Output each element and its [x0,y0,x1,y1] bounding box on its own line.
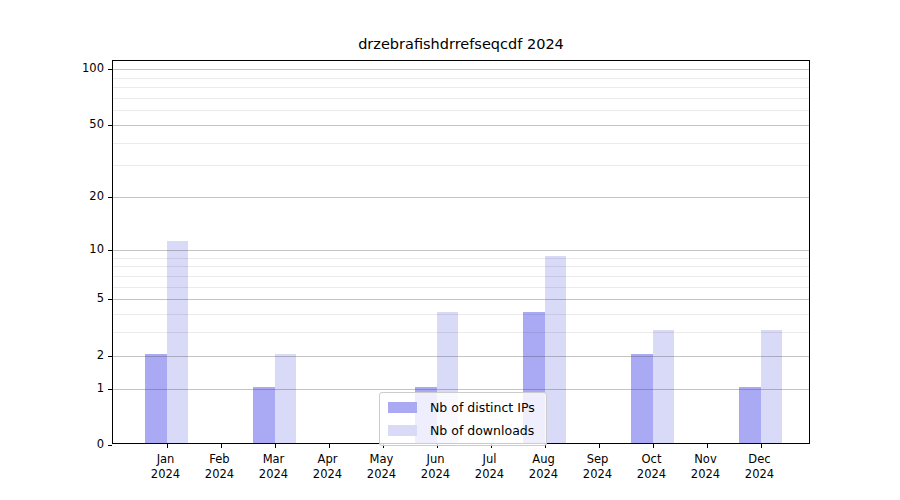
y-tick-label: 20 [58,188,104,204]
x-tick-label: May 2024 [352,452,412,482]
major-gridline [113,356,809,357]
bar-downloads-dec [761,330,783,443]
x-tick-label: Feb 2024 [190,452,250,482]
y-tick-label: 0 [58,436,104,452]
major-gridline [113,125,809,126]
chart-title: drzebrafishdrrefseqcdf 2024 [112,36,810,52]
bar-distinct-ips-dec [739,387,761,443]
bar-downloads-aug [545,256,567,444]
bar-downloads-mar [275,354,297,444]
y-tick-mark [108,445,112,446]
minor-gridline [113,110,809,111]
x-tick-mark [599,444,600,448]
x-tick-label: Dec 2024 [730,452,790,482]
major-gridline [113,69,809,70]
minor-gridline [113,143,809,144]
y-tick-label: 50 [58,116,104,132]
bar-distinct-ips-oct [631,354,653,444]
major-gridline [113,299,809,300]
x-tick-label: Sep 2024 [568,452,628,482]
minor-gridline [113,98,809,99]
x-tick-label: Jan 2024 [136,452,196,482]
minor-gridline [113,314,809,315]
y-tick-label: 1 [58,380,104,396]
x-tick-label: Aug 2024 [514,452,574,482]
x-tick-mark [329,444,330,448]
bar-distinct-ips-jan [145,354,167,444]
minor-gridline [113,87,809,88]
minor-gridline [113,332,809,333]
y-tick-label: 100 [58,60,104,76]
x-tick-mark [707,444,708,448]
major-gridline [113,250,809,251]
x-tick-mark [221,444,222,448]
distinct-ips-swatch-icon [388,402,417,413]
bar-distinct-ips-mar [253,387,275,443]
downloads-swatch-icon [388,425,417,436]
y-tick-mark [108,250,112,251]
y-tick-label: 10 [58,241,104,257]
minor-gridline [113,258,809,259]
x-tick-label: Jul 2024 [460,452,520,482]
legend-label-downloads: Nb of downloads [430,423,534,438]
bar-downloads-oct [653,330,675,443]
x-tick-mark [653,444,654,448]
x-tick-label: Mar 2024 [244,452,304,482]
minor-gridline [113,276,809,277]
minor-gridline [113,287,809,288]
y-tick-mark [108,197,112,198]
legend-row-downloads: Nb of downloads [388,423,535,438]
minor-gridline [113,78,809,79]
figure: { "chart_data": { "type": "bar", "title"… [0,0,900,500]
bar-downloads-jan [167,241,189,443]
x-tick-label: Nov 2024 [676,452,736,482]
x-tick-mark [275,444,276,448]
x-tick-mark [761,444,762,448]
y-tick-mark [108,356,112,357]
legend: Nb of distinct IPs Nb of downloads [379,392,547,446]
plot-area: Nb of distinct IPs Nb of downloads [112,60,810,444]
y-tick-mark [108,69,112,70]
major-gridline [113,197,809,198]
x-tick-mark [167,444,168,448]
x-tick-label: Apr 2024 [298,452,358,482]
minor-gridline [113,266,809,267]
y-tick-mark [108,389,112,390]
y-tick-mark [108,299,112,300]
y-tick-label: 5 [58,290,104,306]
major-gridline [113,389,809,390]
x-tick-label: Oct 2024 [622,452,682,482]
legend-label-distinct-ips: Nb of distinct IPs [430,400,535,415]
legend-row-distinct-ips: Nb of distinct IPs [388,400,535,415]
y-tick-mark [108,125,112,126]
y-tick-label: 2 [58,347,104,363]
minor-gridline [113,165,809,166]
x-tick-label: Jun 2024 [406,452,466,482]
